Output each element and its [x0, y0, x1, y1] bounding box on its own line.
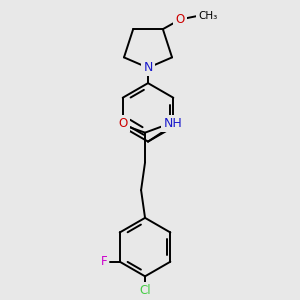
Text: Cl: Cl [139, 284, 151, 297]
Text: O: O [176, 13, 185, 26]
Text: N: N [143, 61, 153, 74]
Text: CH₃: CH₃ [198, 11, 218, 21]
Text: O: O [118, 117, 128, 130]
Text: NH: NH [164, 117, 182, 130]
Text: F: F [100, 255, 107, 268]
